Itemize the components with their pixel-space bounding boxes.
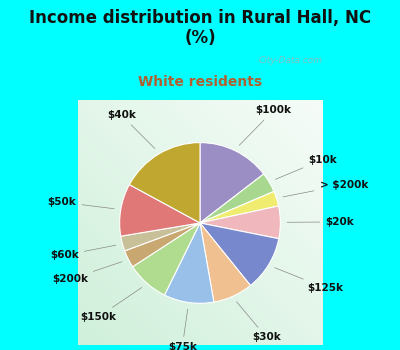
Text: $30k: $30k: [237, 302, 281, 342]
Text: $10k: $10k: [275, 155, 337, 179]
Text: $125k: $125k: [275, 268, 343, 293]
Wedge shape: [200, 142, 264, 223]
Text: City-Data.com: City-Data.com: [259, 56, 323, 65]
Text: $75k: $75k: [168, 309, 197, 350]
Wedge shape: [120, 184, 200, 236]
Text: > $200k: > $200k: [283, 180, 368, 197]
Text: $150k: $150k: [81, 288, 142, 322]
Text: Income distribution in Rural Hall, NC
(%): Income distribution in Rural Hall, NC (%…: [29, 8, 371, 47]
Wedge shape: [133, 223, 200, 295]
Text: $40k: $40k: [107, 110, 155, 148]
Text: $200k: $200k: [52, 262, 122, 284]
Wedge shape: [125, 223, 200, 267]
Wedge shape: [200, 206, 280, 239]
Text: White residents: White residents: [138, 75, 262, 89]
Wedge shape: [200, 174, 274, 223]
Text: $50k: $50k: [48, 197, 114, 209]
Wedge shape: [164, 223, 214, 303]
Wedge shape: [200, 191, 278, 223]
Text: $20k: $20k: [287, 217, 354, 227]
Text: $100k: $100k: [239, 105, 292, 145]
Wedge shape: [129, 142, 200, 223]
Wedge shape: [200, 223, 250, 302]
Wedge shape: [200, 223, 279, 286]
Text: $60k: $60k: [50, 245, 116, 260]
Wedge shape: [121, 223, 200, 251]
